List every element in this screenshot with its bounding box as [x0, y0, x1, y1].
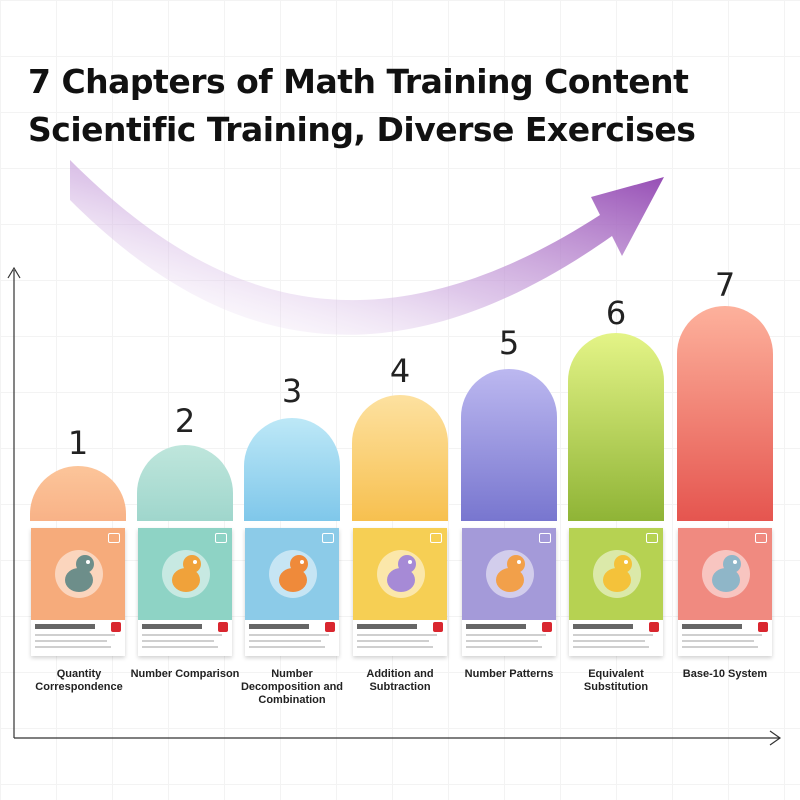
- card-tag: [111, 622, 121, 632]
- card-text-line: [35, 640, 107, 642]
- chapter-number: 7: [714, 266, 736, 304]
- card-text-line: [357, 634, 437, 636]
- dinosaur-icon: [593, 550, 641, 598]
- chapter-label: Addition and Subtraction: [366, 668, 434, 693]
- chapter-label: Number Decomposition and Combination: [240, 668, 344, 706]
- cart-icon: [322, 533, 334, 543]
- chapter-number: 5: [498, 324, 520, 362]
- chapter-label: Quantity Correspondence: [35, 668, 123, 693]
- card-title-text: [249, 624, 309, 629]
- dinosaur-icon: [702, 550, 750, 598]
- card-text-line: [573, 634, 653, 636]
- chapter-label: Number Comparison: [130, 668, 240, 680]
- workbook-card: [569, 528, 663, 656]
- card-text-line: [142, 640, 214, 642]
- chapter-number: 4: [389, 352, 411, 390]
- card-tag: [325, 622, 335, 632]
- chapter-label: Base-10 System: [682, 668, 768, 680]
- card-title-text: [142, 624, 202, 629]
- card-tag: [218, 622, 228, 632]
- card-tag: [758, 622, 768, 632]
- chapter-bar: [461, 369, 557, 521]
- card-text-line: [142, 646, 218, 648]
- card-title-text: [357, 624, 417, 629]
- workbook-card: [138, 528, 232, 656]
- cart-icon: [108, 533, 120, 543]
- card-text-line: [249, 634, 329, 636]
- card-text-line: [142, 634, 222, 636]
- x-axis: [14, 730, 782, 746]
- cart-icon: [646, 533, 658, 543]
- card-text-line: [466, 640, 538, 642]
- chapter-number: 2: [174, 402, 196, 440]
- card-title-text: [682, 624, 742, 629]
- card-tag: [649, 622, 659, 632]
- dinosaur-icon: [377, 550, 425, 598]
- card-text-line: [466, 634, 546, 636]
- card-text-line: [573, 646, 649, 648]
- card-text-line: [573, 640, 645, 642]
- card-text-line: [249, 646, 325, 648]
- chapter-label: Number Patterns: [464, 668, 554, 680]
- chapter-number: 1: [67, 424, 89, 462]
- card-text-line: [357, 640, 429, 642]
- chapter-bar: [137, 445, 233, 521]
- cart-icon: [430, 533, 442, 543]
- cart-icon: [215, 533, 227, 543]
- chapter-bar: [352, 395, 448, 521]
- card-text-line: [682, 640, 754, 642]
- card-text-line: [682, 634, 762, 636]
- title-line-1: 7 Chapters of Math Training Content: [28, 62, 689, 101]
- chapter-number: 3: [281, 372, 303, 410]
- cart-icon: [755, 533, 767, 543]
- card-title-text: [35, 624, 95, 629]
- workbook-card: [678, 528, 772, 656]
- chapter-label: Equivalent Substitution: [583, 668, 649, 693]
- growth-arrow-icon: [70, 160, 664, 335]
- dinosaur-icon: [269, 550, 317, 598]
- card-text-line: [35, 634, 115, 636]
- chapter-bar: [677, 306, 773, 521]
- chapter-bar: [568, 333, 664, 521]
- workbook-card: [31, 528, 125, 656]
- dinosaur-icon: [55, 550, 103, 598]
- title-line-2: Scientific Training, Diverse Exercises: [28, 110, 696, 149]
- card-text-line: [357, 646, 433, 648]
- card-tag: [433, 622, 443, 632]
- workbook-card: [245, 528, 339, 656]
- card-tag: [542, 622, 552, 632]
- card-text-line: [682, 646, 758, 648]
- cart-icon: [539, 533, 551, 543]
- card-title-text: [466, 624, 526, 629]
- workbook-card: [462, 528, 556, 656]
- card-text-line: [249, 640, 321, 642]
- dinosaur-icon: [486, 550, 534, 598]
- workbook-card: [353, 528, 447, 656]
- dinosaur-icon: [162, 550, 210, 598]
- card-title-text: [573, 624, 633, 629]
- chapter-bar: [244, 418, 340, 521]
- y-axis: [7, 266, 21, 738]
- chapter-number: 6: [605, 294, 627, 332]
- card-text-line: [35, 646, 111, 648]
- card-text-line: [466, 646, 542, 648]
